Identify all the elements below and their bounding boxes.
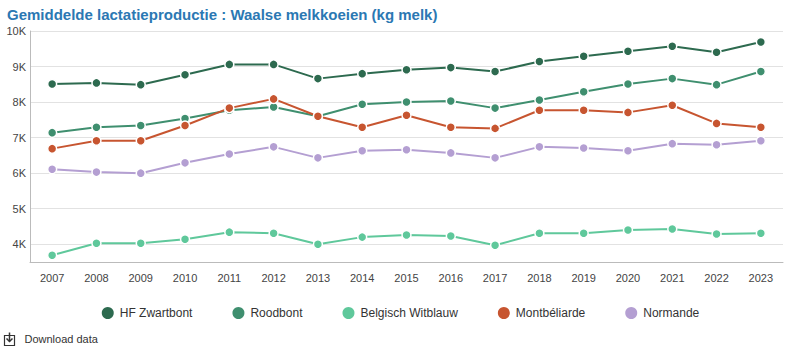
svg-text:6K: 6K	[13, 167, 27, 179]
svg-text:Download data: Download data	[25, 333, 99, 345]
svg-text:9K: 9K	[13, 61, 27, 73]
svg-text:2007: 2007	[40, 272, 64, 284]
svg-text:2014: 2014	[350, 272, 374, 284]
svg-text:10K: 10K	[6, 25, 26, 37]
svg-text:HF Zwartbont: HF Zwartbont	[120, 306, 193, 320]
svg-text:7K: 7K	[13, 132, 27, 144]
svg-text:2017: 2017	[483, 272, 507, 284]
svg-text:Normande: Normande	[643, 306, 699, 320]
svg-text:2008: 2008	[84, 272, 108, 284]
svg-text:8K: 8K	[13, 96, 27, 108]
svg-text:2023: 2023	[749, 272, 773, 284]
svg-text:2013: 2013	[306, 272, 330, 284]
svg-text:2022: 2022	[704, 272, 728, 284]
svg-text:2012: 2012	[261, 272, 285, 284]
svg-text:Roodbont: Roodbont	[250, 306, 303, 320]
svg-text:4K: 4K	[13, 238, 27, 250]
svg-text:2020: 2020	[616, 272, 640, 284]
svg-text:5K: 5K	[13, 203, 27, 215]
svg-text:2016: 2016	[439, 272, 463, 284]
svg-text:Montbéliarde: Montbéliarde	[516, 306, 586, 320]
svg-text:Gemiddelde lactatieproductie :: Gemiddelde lactatieproductie : Waalse me…	[7, 6, 437, 23]
svg-text:2015: 2015	[394, 272, 418, 284]
svg-text:2009: 2009	[128, 272, 152, 284]
svg-text:2011: 2011	[217, 272, 241, 284]
svg-text:Belgisch Witblauw: Belgisch Witblauw	[360, 306, 458, 320]
svg-text:2021: 2021	[660, 272, 684, 284]
svg-text:2018: 2018	[527, 272, 551, 284]
svg-text:2010: 2010	[173, 272, 197, 284]
svg-text:2019: 2019	[571, 272, 595, 284]
